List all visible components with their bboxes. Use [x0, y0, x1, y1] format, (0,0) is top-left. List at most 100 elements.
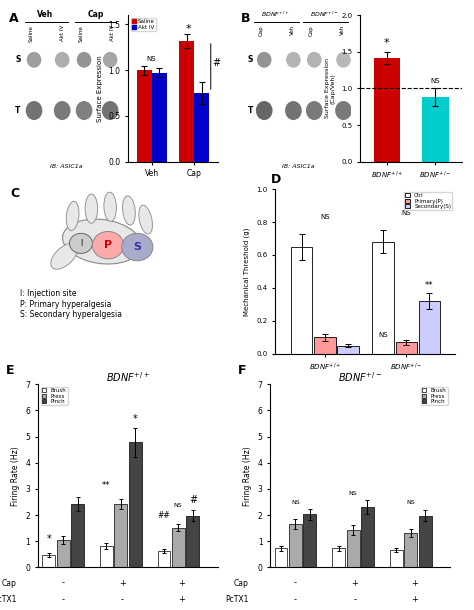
Text: +: + [179, 595, 185, 604]
Circle shape [70, 233, 92, 254]
Text: Saline: Saline [29, 25, 34, 41]
Bar [395, 342, 417, 354]
Text: Veh: Veh [290, 25, 295, 35]
Text: -: - [353, 595, 356, 604]
Text: +: + [411, 579, 418, 587]
Text: F: F [238, 364, 246, 377]
Text: NS: NS [378, 332, 388, 339]
Bar [180, 41, 194, 162]
Y-axis label: Surface Expression
(Cap/Veh): Surface Expression (Cap/Veh) [325, 59, 336, 118]
Text: -: - [121, 595, 124, 604]
Text: IB: ASIC1a: IB: ASIC1a [283, 163, 315, 168]
Ellipse shape [27, 52, 41, 68]
Ellipse shape [85, 194, 98, 223]
Text: NS: NS [320, 214, 330, 220]
Text: +: + [179, 579, 185, 587]
Text: -: - [294, 595, 297, 604]
Text: P: P [104, 240, 112, 250]
Legend: Saline, Akt IV: Saline, Akt IV [131, 18, 156, 31]
Bar [100, 546, 113, 567]
Ellipse shape [257, 52, 272, 68]
Text: I: Injection site
P: Primary hyperalgesia
S: Secondary hyperalgesia: I: Injection site P: Primary hyperalgesi… [20, 289, 122, 319]
Text: S: S [15, 56, 21, 64]
Bar [372, 242, 394, 354]
Bar [172, 528, 185, 567]
Text: PcTX1: PcTX1 [225, 595, 248, 604]
Bar [419, 301, 440, 354]
Text: +: + [119, 579, 126, 587]
Text: *: * [133, 414, 137, 424]
Ellipse shape [54, 101, 71, 120]
Text: Cap: Cap [259, 25, 264, 35]
Y-axis label: Surface Expression: Surface Expression [97, 55, 103, 122]
Ellipse shape [26, 101, 42, 120]
Bar [186, 515, 199, 567]
Title: $BDNF^{+/+}$: $BDNF^{+/+}$ [106, 370, 150, 384]
Text: NS: NS [291, 500, 300, 505]
Bar [346, 530, 359, 567]
Text: -: - [62, 595, 64, 604]
Bar [374, 58, 400, 162]
Ellipse shape [335, 101, 352, 120]
Text: NS: NS [349, 492, 357, 497]
Ellipse shape [307, 52, 321, 68]
Text: Cap: Cap [1, 579, 16, 587]
Text: T: T [15, 106, 21, 115]
Bar [137, 70, 152, 162]
Text: -: - [62, 579, 64, 587]
Text: E: E [6, 364, 14, 377]
Text: -: - [294, 579, 297, 587]
Ellipse shape [51, 243, 78, 269]
Text: NS: NS [406, 500, 415, 505]
Ellipse shape [336, 52, 351, 68]
Ellipse shape [55, 52, 70, 68]
Ellipse shape [66, 201, 79, 231]
Bar [289, 524, 302, 567]
Text: *: * [46, 534, 51, 544]
Circle shape [122, 233, 153, 261]
Text: **: ** [102, 481, 110, 490]
Bar [71, 504, 84, 567]
Legend: Brush, Press, Pinch: Brush, Press, Pinch [41, 387, 68, 406]
Ellipse shape [256, 101, 273, 120]
Bar [291, 246, 312, 354]
Ellipse shape [306, 101, 323, 120]
Ellipse shape [286, 52, 301, 68]
Bar [332, 548, 345, 567]
Text: D: D [271, 173, 282, 186]
Ellipse shape [122, 196, 136, 225]
Legend: Brush, Press, Pinch: Brush, Press, Pinch [420, 387, 447, 406]
Text: IB: ASIC1a: IB: ASIC1a [50, 163, 82, 168]
Text: NS: NS [146, 56, 155, 62]
Y-axis label: Firing Rate (Hz): Firing Rate (Hz) [243, 446, 252, 506]
Text: Akt IV: Akt IV [110, 25, 115, 41]
Bar [422, 97, 449, 162]
Bar [194, 93, 210, 162]
Y-axis label: Firing Rate (Hz): Firing Rate (Hz) [11, 446, 20, 506]
Ellipse shape [63, 219, 141, 264]
Bar [404, 533, 417, 567]
Title: $BDNF^{+/-}$: $BDNF^{+/-}$ [338, 370, 383, 384]
Text: Cap: Cap [87, 10, 104, 19]
Ellipse shape [103, 52, 118, 68]
Text: NS: NS [401, 210, 411, 217]
Text: *: * [384, 38, 390, 48]
Legend: Ctrl, Primary(P), Secondary(S): Ctrl, Primary(P), Secondary(S) [404, 192, 452, 210]
Bar [303, 514, 316, 567]
Bar [314, 337, 336, 354]
Text: +: + [351, 579, 358, 587]
Text: **: ** [425, 281, 434, 290]
Bar [390, 550, 403, 567]
Bar [337, 345, 359, 354]
Bar [114, 504, 127, 567]
Text: B: B [241, 12, 251, 25]
Text: Cap: Cap [234, 579, 248, 587]
Ellipse shape [104, 192, 117, 221]
Text: C: C [10, 187, 19, 199]
Bar [57, 540, 70, 567]
Text: NS: NS [173, 503, 182, 508]
Text: T: T [247, 106, 253, 115]
Y-axis label: Mechanical Threshold (g): Mechanical Threshold (g) [244, 228, 250, 315]
Text: PcTX1: PcTX1 [0, 595, 16, 604]
Text: #: # [212, 57, 220, 68]
